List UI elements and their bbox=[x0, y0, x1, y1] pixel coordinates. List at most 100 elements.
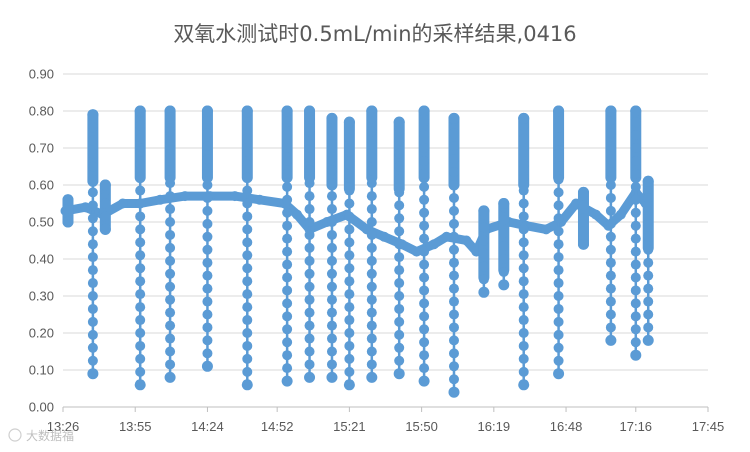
data-point bbox=[202, 244, 213, 255]
y-tick-label: 0.10 bbox=[29, 363, 54, 378]
data-point bbox=[478, 222, 489, 233]
data-point bbox=[201, 105, 213, 117]
data-point bbox=[518, 353, 529, 364]
data-point bbox=[366, 139, 377, 150]
data-point bbox=[87, 200, 98, 211]
data-point bbox=[553, 355, 564, 366]
data-point bbox=[366, 229, 377, 240]
data-point bbox=[419, 337, 430, 348]
data-point bbox=[135, 353, 146, 364]
data-point bbox=[242, 276, 253, 287]
data-point bbox=[165, 113, 176, 124]
data-point bbox=[419, 181, 430, 192]
data-point bbox=[366, 242, 377, 253]
data-point bbox=[242, 302, 253, 313]
data-point bbox=[366, 191, 377, 202]
data-point bbox=[326, 268, 337, 279]
data-point bbox=[135, 146, 146, 157]
data-point bbox=[518, 250, 529, 261]
data-point bbox=[282, 298, 293, 309]
data-point bbox=[282, 324, 293, 335]
data-point bbox=[292, 209, 303, 220]
data-point bbox=[304, 371, 316, 383]
data-point bbox=[630, 298, 641, 309]
y-tick-label: 0.50 bbox=[29, 215, 54, 230]
data-point bbox=[304, 105, 316, 117]
data-point bbox=[165, 229, 176, 240]
data-point bbox=[642, 175, 654, 187]
data-point bbox=[135, 198, 146, 209]
watermark-text: 大数据福 bbox=[26, 428, 74, 443]
data-point bbox=[165, 165, 176, 176]
data-point bbox=[87, 303, 98, 314]
data-point bbox=[304, 139, 315, 150]
data-point bbox=[553, 213, 564, 224]
data-point bbox=[344, 185, 355, 196]
data-point bbox=[242, 198, 253, 209]
data-point bbox=[100, 211, 111, 222]
data-point bbox=[164, 105, 176, 117]
data-point bbox=[344, 211, 355, 222]
data-point bbox=[304, 346, 315, 357]
data-point bbox=[304, 333, 315, 344]
data-point bbox=[87, 368, 99, 380]
data-point bbox=[553, 239, 564, 250]
data-point bbox=[326, 333, 337, 344]
data-point bbox=[87, 213, 98, 224]
data-point bbox=[134, 379, 146, 391]
data-point bbox=[344, 289, 355, 300]
watermark: 大数据福 bbox=[8, 428, 74, 443]
data-point bbox=[553, 291, 564, 301]
data-point bbox=[344, 302, 355, 313]
data-point bbox=[448, 231, 459, 242]
data-point bbox=[553, 200, 564, 211]
data-point bbox=[242, 185, 253, 196]
data-point bbox=[630, 168, 641, 179]
watermark-logo-icon bbox=[8, 428, 22, 442]
data-point bbox=[419, 246, 430, 257]
data-point bbox=[630, 155, 641, 166]
data-point bbox=[304, 359, 315, 370]
data-point bbox=[366, 346, 377, 357]
data-point bbox=[135, 159, 146, 170]
data-point bbox=[553, 226, 564, 237]
data-point bbox=[419, 155, 430, 166]
data-point bbox=[518, 366, 529, 377]
data-point bbox=[642, 334, 654, 346]
data-point bbox=[100, 198, 111, 209]
data-point bbox=[605, 231, 616, 242]
data-point bbox=[541, 224, 552, 235]
data-point bbox=[87, 239, 98, 250]
data-point bbox=[461, 235, 472, 246]
data-point bbox=[202, 167, 213, 178]
data-point bbox=[518, 289, 529, 300]
data-point bbox=[282, 233, 293, 244]
data-point bbox=[394, 226, 405, 237]
data-point bbox=[87, 161, 98, 172]
data-point bbox=[630, 181, 641, 192]
data-point bbox=[630, 246, 641, 257]
data-point bbox=[366, 126, 377, 137]
data-point bbox=[366, 294, 377, 305]
data-point bbox=[254, 194, 265, 205]
data-point bbox=[419, 324, 430, 335]
data-point bbox=[366, 359, 377, 370]
data-point bbox=[553, 342, 564, 353]
data-point bbox=[135, 211, 146, 222]
data-point bbox=[165, 152, 176, 163]
data-point bbox=[630, 105, 642, 117]
data-point bbox=[242, 224, 253, 235]
data-point bbox=[553, 303, 564, 314]
data-point bbox=[282, 181, 293, 192]
data-point bbox=[80, 202, 91, 213]
data-point bbox=[344, 328, 355, 338]
data-point bbox=[165, 333, 176, 344]
data-point bbox=[419, 311, 430, 322]
data-point bbox=[630, 324, 641, 335]
data-point bbox=[165, 294, 176, 305]
data-point bbox=[87, 252, 98, 263]
data-point bbox=[87, 342, 98, 353]
data-point bbox=[202, 218, 213, 229]
data-point bbox=[326, 294, 337, 305]
x-tick-label: 13:26 bbox=[47, 419, 80, 434]
